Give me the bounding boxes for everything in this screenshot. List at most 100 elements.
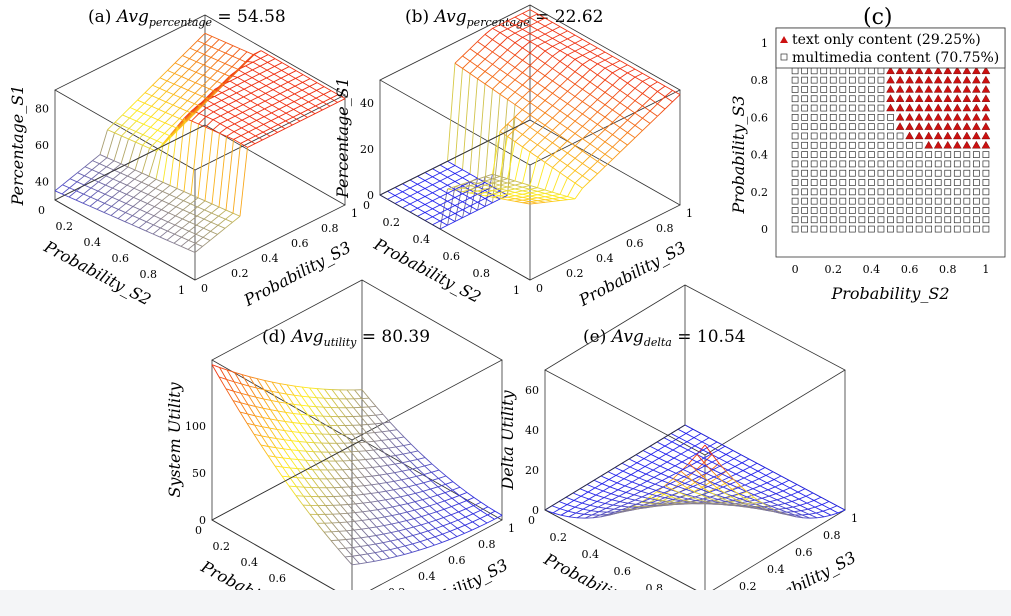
surface-line: [307, 414, 316, 417]
surface-line: [449, 530, 458, 537]
surface-line: [402, 460, 411, 464]
surface-line: [182, 212, 191, 220]
svg-text:(d) Avgutility = 80.39: (d) Avgutility = 80.39: [262, 327, 430, 349]
surface-line: [389, 430, 397, 439]
surface-line: [188, 224, 197, 232]
surface-line: [733, 458, 743, 464]
surface-line: [311, 478, 320, 488]
surface-line: [368, 526, 377, 529]
surface-line: [394, 470, 403, 474]
surface-line: [316, 397, 324, 408]
surface-line: [452, 481, 461, 488]
surface-line: [645, 473, 655, 478]
surface-line: [318, 487, 327, 497]
surface-line: [591, 511, 600, 516]
surface-line: [174, 218, 183, 226]
text-only-point: [914, 66, 924, 75]
surface-line: [188, 233, 197, 241]
surface-line: [202, 230, 211, 238]
surface-line: [692, 486, 702, 490]
multimedia-point: [887, 123, 894, 131]
surface-line: [464, 529, 473, 534]
multimedia-point: [944, 207, 952, 214]
surface-line: [239, 51, 248, 60]
surface-line: [465, 505, 474, 510]
surface-line: [210, 60, 219, 69]
multimedia-point: [963, 197, 971, 205]
surface-line: [544, 191, 553, 194]
multimedia-point: [906, 141, 913, 149]
surface-line: [403, 445, 411, 453]
surface-line: [507, 192, 516, 195]
surface-line: [354, 512, 363, 521]
surface-line: [544, 198, 553, 201]
surface-line: [269, 132, 278, 137]
multimedia-point: [791, 76, 799, 84]
x-tick-label: 0.2: [383, 216, 401, 229]
surface-line: [294, 93, 302, 99]
surface-line: [514, 116, 523, 123]
surface-line: [693, 491, 702, 496]
surface-line: [631, 508, 640, 510]
multimedia-point: [973, 225, 980, 233]
surface-line: [589, 106, 598, 113]
surface-line: [266, 69, 275, 75]
surface-line: [614, 467, 624, 472]
surface-line: [552, 61, 561, 69]
surface-line: [286, 393, 295, 396]
surface-line: [680, 449, 689, 455]
multimedia-point: [820, 216, 828, 224]
surface-line: [444, 500, 452, 507]
surface-line: [347, 504, 356, 513]
surface-line: [227, 119, 235, 125]
surface-line: [454, 213, 463, 219]
surface-line: [702, 476, 711, 483]
surface-line: [294, 385, 303, 388]
surface-line: [424, 216, 433, 221]
surface-line: [182, 209, 191, 214]
surface-line: [499, 61, 508, 70]
surface-line: [469, 197, 478, 203]
surface-line: [582, 504, 591, 510]
surface-line: [266, 66, 275, 71]
surface-line: [671, 437, 680, 443]
multimedia-point: [896, 160, 904, 168]
surface-line: [198, 113, 207, 117]
surface-line: [141, 148, 150, 174]
surface-line: [240, 392, 249, 396]
surface-line: [634, 496, 643, 501]
surface-line: [644, 466, 654, 471]
surface-line: [249, 104, 258, 110]
surface-line: [597, 166, 606, 175]
surface-line: [118, 199, 127, 204]
surface-line: [290, 449, 299, 460]
surface-line: [367, 553, 375, 562]
surface-line: [552, 195, 561, 199]
surface-line: [219, 366, 228, 371]
surface-line: [420, 524, 429, 532]
surface-line: [182, 218, 190, 223]
surface-line: [766, 508, 775, 513]
surface-line: [653, 476, 663, 482]
surface-line: [277, 120, 286, 126]
surface-line: [263, 112, 272, 118]
surface-line: [211, 212, 219, 217]
surface-line: [783, 494, 792, 499]
surface-line: [688, 454, 698, 464]
surface-line: [218, 376, 227, 380]
surface-line: [529, 77, 538, 84]
surface-line: [522, 139, 531, 148]
surface-line: [104, 187, 113, 195]
surface-line: [121, 117, 130, 126]
surface-line: [111, 196, 120, 201]
surface-line: [409, 179, 418, 185]
surface-line: [722, 483, 731, 488]
surface-line: [126, 193, 134, 198]
surface-line: [757, 467, 766, 472]
surface-line: [205, 126, 213, 131]
surface-line: [412, 543, 420, 551]
surface-line: [544, 137, 553, 144]
surface-line: [268, 446, 276, 458]
surface-line: [726, 458, 735, 463]
text-only-point: [943, 75, 953, 84]
